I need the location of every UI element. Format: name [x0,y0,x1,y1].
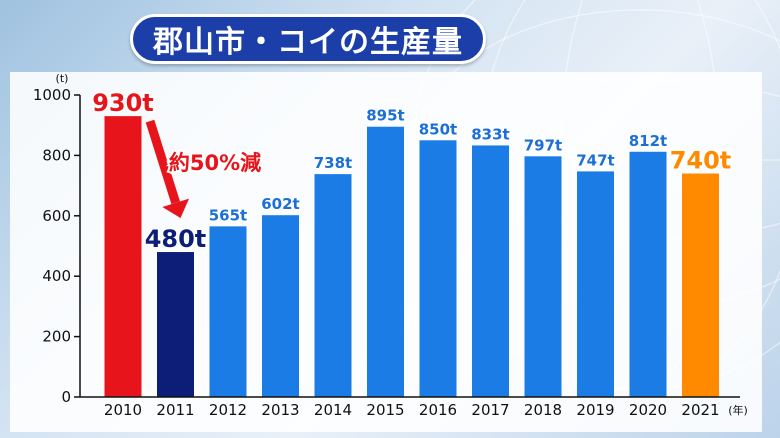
annotation-arrow-shaft [145,119,180,205]
chart-title: 郡山市・コイの生産量 [153,25,463,60]
x-tick-label: 2019 [576,401,614,419]
x-tick-label: 2014 [314,401,352,419]
data-label-2013: 602t [261,195,299,213]
x-tick-label: 2016 [419,401,457,419]
y-axis-ticks: 0 200 400 600 800 1000 [33,86,80,406]
bar-2013 [262,215,299,397]
x-tick-label: 2011 [156,401,194,419]
y-tick-label: 400 [42,267,71,285]
bar-2017 [472,145,509,397]
data-label-2012: 565t [209,206,247,224]
data-label-2020: 812t [629,132,667,150]
data-label-2010: 930t [92,89,154,117]
bar-2020 [629,151,667,397]
y-tick-label: 1000 [33,86,71,104]
bar-2015 [367,126,404,398]
bar-2021 [682,173,719,397]
x-tick-label: 2010 [104,401,142,419]
data-label-2021: 740t [670,147,732,175]
annotation-arrow-head [162,198,190,219]
title-banner: 郡山市・コイの生産量 [130,14,486,64]
y-unit-label: (t) [56,72,69,85]
y-tick-label: 800 [42,146,71,164]
data-label-2017: 833t [471,125,509,143]
bar-2018 [524,156,562,397]
y-tick-label: 600 [42,207,71,225]
data-label-2016: 850t [419,120,457,138]
x-tick-label: 2015 [366,401,404,419]
x-axis-labels: 2010 2011 2012 2013 2014 2015 2016 2017 2018 2019… [104,401,720,419]
bar-2011 [157,252,194,397]
data-label-2019: 747t [576,151,614,169]
x-tick-label: 2017 [471,401,509,419]
data-label-2018: 797t [524,136,562,154]
x-tick-label: 2013 [261,401,299,419]
bars [104,116,719,398]
x-tick-label: 2021 [681,401,719,419]
annotation: 約50%減 [145,119,263,219]
y-tick-label: 0 [61,388,71,406]
axes [79,95,740,398]
bar-2012 [209,226,247,397]
data-label-2015: 895t [366,107,404,125]
x-tick-label: 2020 [629,401,667,419]
x-unit-label: (年) [728,403,748,417]
bar-2010 [104,116,142,397]
y-tick-label: 200 [42,328,71,346]
bar-2019 [577,171,614,397]
x-tick-label: 2018 [524,401,562,419]
x-tick-label: 2012 [209,401,247,419]
bar-2014 [314,174,352,397]
bar-2016 [419,140,457,398]
annotation-text: 約50%減 [169,151,261,175]
data-label-2011: 480t [145,225,207,253]
data-label-2014: 738t [314,154,352,172]
